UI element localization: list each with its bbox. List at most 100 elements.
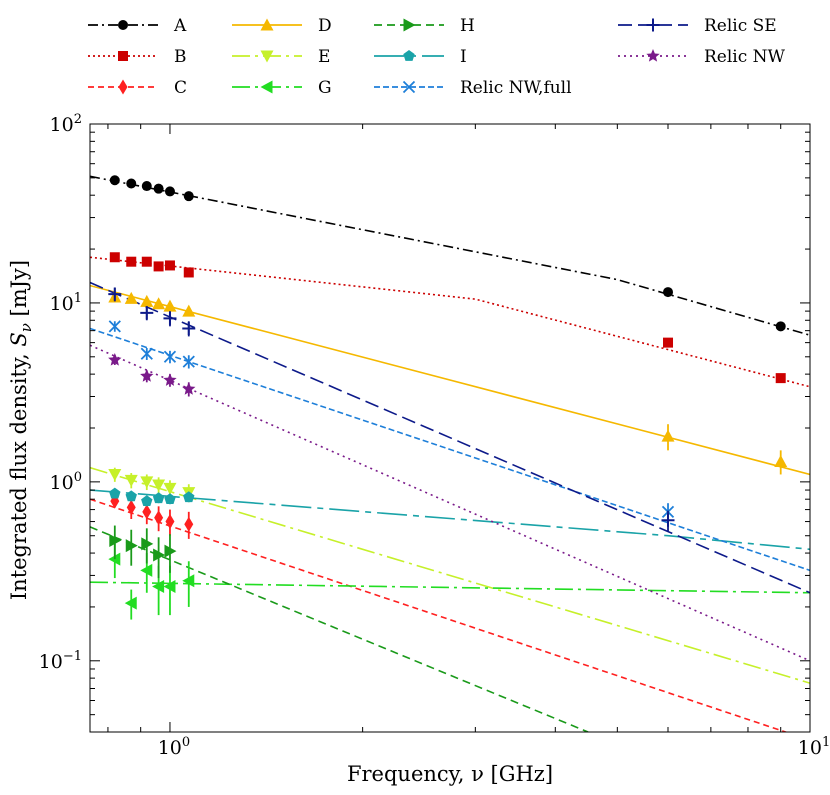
fit-line-c [90, 498, 789, 732]
point-b-2 [141, 256, 152, 267]
point-d-7 [774, 454, 788, 467]
legend-label-relic-nw-full: Relic NW,full [460, 78, 572, 98]
point-relic-se-1 [140, 306, 154, 320]
point-a-6 [663, 287, 674, 298]
point-relic-nw-2 [163, 373, 177, 386]
point-b-4 [164, 260, 175, 271]
point-e-1 [124, 474, 138, 487]
x-tick-label-10: 101 [798, 735, 830, 759]
point-h-1 [125, 539, 138, 553]
legend-marker-relic-nw [646, 49, 660, 62]
point-h-0 [109, 534, 122, 548]
point-g-2 [140, 563, 153, 577]
plot-frame [89, 123, 811, 733]
fit-line-d [90, 284, 810, 476]
point-c-4 [165, 514, 175, 530]
y-axis-title: Integrated flux density, Sν [mJy] [7, 260, 35, 600]
fit-line-i [90, 489, 810, 551]
fit-line-b [90, 256, 810, 388]
axis-ticks [90, 123, 811, 733]
point-a-1 [126, 178, 137, 189]
point-relic-nw-3 [182, 382, 196, 395]
legend-label-h: H [460, 16, 475, 36]
data-points [108, 175, 788, 620]
point-g-3 [152, 580, 165, 594]
tick-labels: 10−1 100 101 102 100 101 [39, 112, 830, 759]
point-d-5 [182, 304, 196, 317]
y-tick-label-100: 102 [50, 112, 82, 136]
legend-label-c: C [174, 78, 187, 98]
point-a-7 [775, 321, 786, 332]
point-relic-se-2 [163, 311, 177, 325]
legend-marker-relic-se [646, 18, 660, 32]
legend-label-relic-nw: Relic NW [704, 47, 786, 67]
point-b-7 [775, 373, 786, 384]
y-tick-label-1: 100 [50, 470, 82, 494]
fit-line-h [90, 526, 589, 732]
point-relic-nw-1 [140, 369, 154, 382]
legend: ABC DEG HI Relic NW,full Relic SE Relic NW [88, 16, 786, 98]
point-h-3 [153, 548, 166, 562]
legend-marker-i [403, 50, 415, 61]
point-c-5 [184, 516, 194, 532]
legend-label-i: I [460, 47, 467, 67]
point-c-2 [142, 504, 152, 520]
point-g-1 [124, 596, 137, 610]
legend-marker-c [118, 79, 128, 95]
point-d-3 [152, 297, 166, 310]
point-e-0 [108, 468, 122, 481]
point-relic-nw-full-2 [163, 350, 177, 363]
fit-lines [90, 175, 810, 732]
point-a-0 [109, 175, 120, 186]
legend-marker-a [118, 20, 128, 30]
point-relic-se-3 [182, 321, 196, 335]
point-b-6 [663, 337, 674, 348]
point-i-5 [183, 491, 195, 503]
point-g-4 [163, 580, 176, 594]
fit-line-g [90, 581, 810, 594]
point-c-1 [126, 499, 136, 515]
point-h-4 [164, 544, 177, 558]
point-b-3 [153, 261, 164, 272]
legend-label-relic-se: Relic SE [704, 16, 777, 36]
point-d-2 [140, 294, 154, 307]
point-a-5 [183, 191, 194, 202]
point-a-2 [141, 181, 152, 192]
legend-marker-d [260, 18, 274, 31]
legend-label-a: A [173, 16, 187, 36]
x-tick-label-1: 100 [158, 735, 190, 759]
legend-label-e: E [318, 47, 330, 67]
legend-marker-e [260, 50, 274, 63]
fit-line-e [90, 466, 810, 684]
point-d-1 [124, 291, 138, 304]
legend-marker-h [403, 18, 416, 32]
point-e-2 [140, 476, 154, 489]
point-b-1 [126, 256, 137, 267]
fit-line-relic-se [90, 281, 810, 594]
point-relic-se-0 [108, 287, 122, 301]
point-i-2 [141, 495, 153, 507]
y-tick-label-10: 101 [50, 291, 82, 315]
point-i-1 [125, 490, 137, 502]
point-a-4 [164, 186, 175, 197]
point-e-4 [163, 482, 177, 495]
point-i-3 [152, 492, 165, 504]
point-relic-nw-0 [108, 352, 122, 366]
point-relic-nw-full-0 [108, 320, 121, 333]
point-c-3 [154, 510, 164, 526]
point-b-5 [183, 267, 194, 278]
point-relic-nw-full-3 [182, 355, 195, 368]
fit-line-relic-nw [90, 344, 810, 662]
legend-marker-relic-nw-full [402, 80, 416, 94]
fit-line-a [90, 175, 810, 336]
point-g-5 [182, 574, 195, 588]
legend-marker-b [118, 51, 128, 61]
y-tick-label-0.1: 10−1 [39, 649, 82, 673]
point-h-2 [141, 537, 154, 551]
point-d-4 [163, 299, 177, 312]
legend-label-g: G [318, 78, 332, 98]
fit-line-relic-nw-full [90, 327, 810, 572]
point-relic-se-4 [661, 513, 675, 527]
point-relic-nw-full-1 [140, 347, 153, 360]
